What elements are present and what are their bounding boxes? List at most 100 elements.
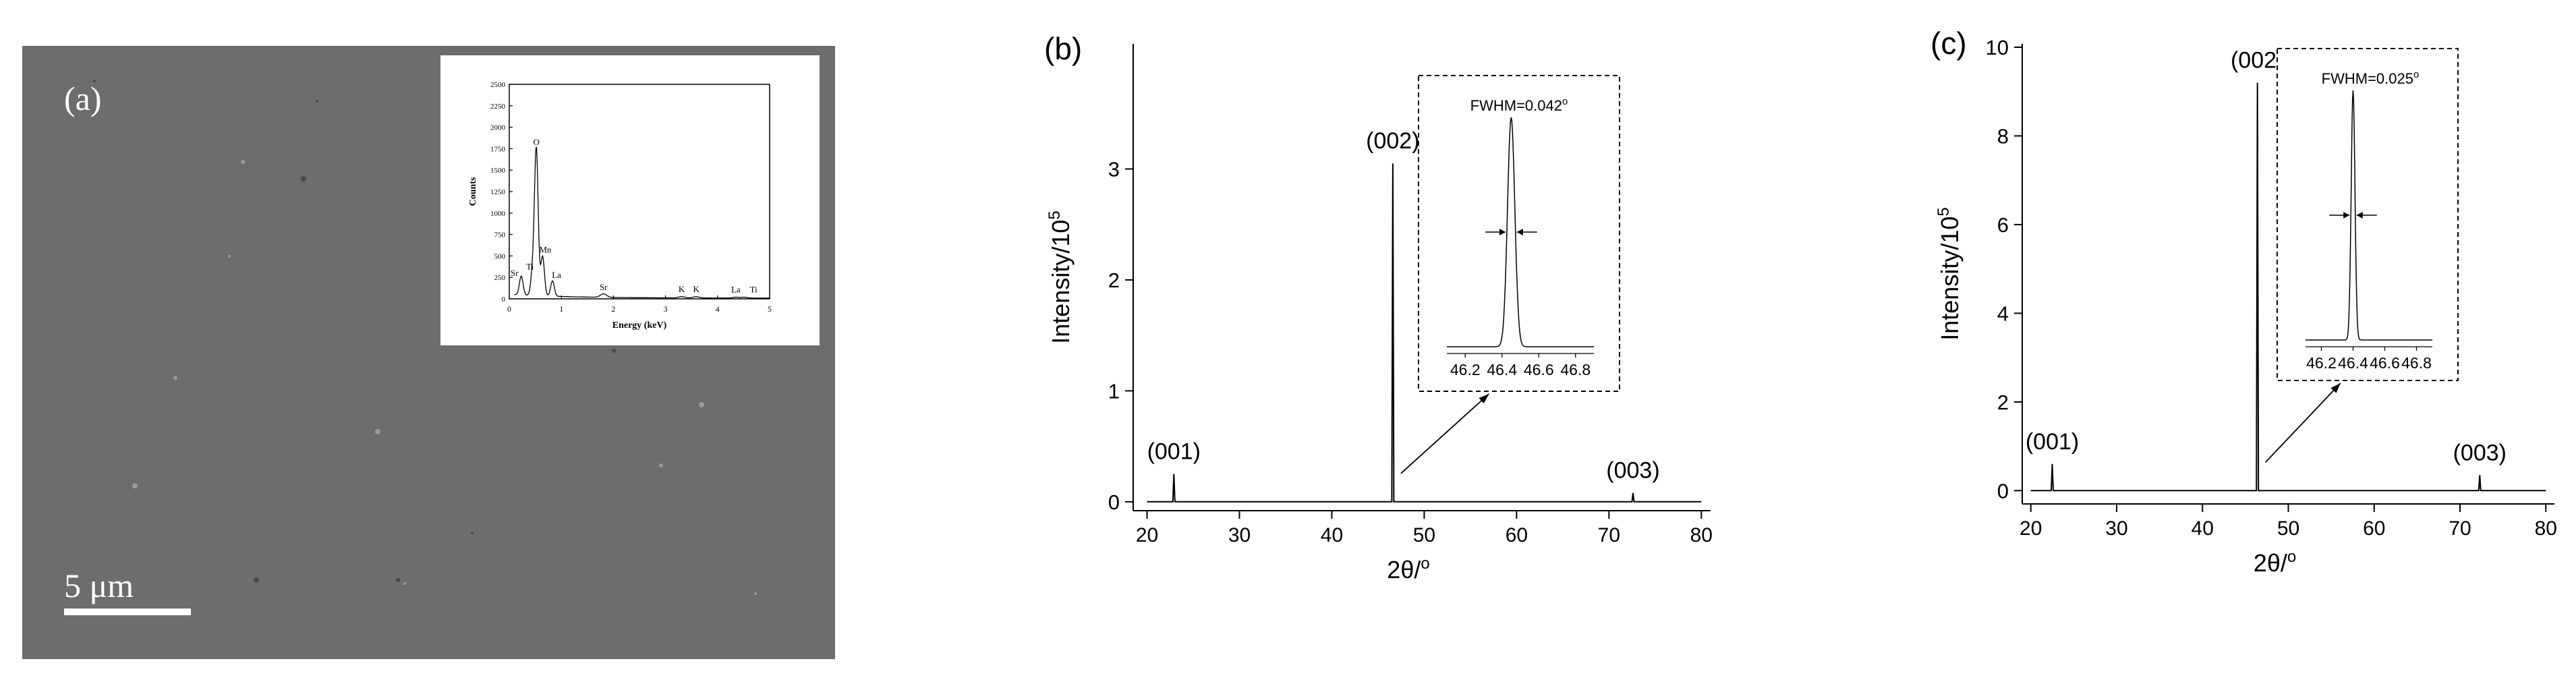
x-tick-label: 50: [1413, 524, 1435, 546]
x-axis-title: 2θ/o: [2254, 548, 2296, 577]
y-axis-title: Intensity/105: [1935, 207, 1964, 340]
y-tick-label: 0: [1997, 479, 2009, 503]
fwhm-arrow-right-head: [2356, 212, 2363, 219]
eds-peak-label: Ti: [750, 285, 757, 295]
y-tick-label: 6: [1997, 213, 2009, 237]
surface-particle: [228, 255, 231, 258]
surface-particle: [241, 160, 245, 164]
eds-y-tick-label: 2250: [490, 103, 506, 111]
surface-particle: [375, 429, 380, 434]
y-tick-label: 2: [1108, 268, 1120, 292]
eds-y-tick-label: 2500: [490, 81, 506, 89]
eds-y-tick-label: 1250: [490, 188, 506, 196]
inset-peak-line: [1447, 117, 1594, 347]
x-tick-label: 30: [2105, 517, 2127, 540]
eds-y-axis-title: Counts: [468, 177, 478, 206]
x-tick-label: 20: [2020, 517, 2042, 540]
eds-x-tick-label: 5: [768, 304, 772, 314]
y-axis-title: Intensity/105: [1046, 210, 1075, 343]
y-tick-label: 2: [1997, 391, 2009, 414]
panel-label: (b): [1044, 31, 1082, 66]
x-tick-label: 80: [2535, 517, 2557, 540]
eds-y-tick-label: 1000: [490, 210, 506, 218]
x-tick-label: 40: [1321, 524, 1343, 546]
inset-x-tick-label: 46.4: [2338, 354, 2368, 372]
y-tick-label: 3: [1108, 157, 1120, 181]
x-tick-label: 80: [1690, 524, 1713, 546]
eds-y-tick-label: 250: [494, 274, 506, 282]
eds-x-tick-label: 2: [611, 304, 615, 314]
x-axis-title: 2θ/o: [1387, 555, 1429, 584]
y-tick-label: 10: [1986, 36, 2009, 59]
eds-peak-label: Sr: [511, 268, 519, 278]
inset-x-tick-label: 46.2: [2306, 354, 2337, 372]
inset-x-tick-label: 46.6: [1524, 361, 1554, 378]
inset-x-tick-label: 46.8: [2401, 354, 2432, 372]
xrd-pattern-line: [1147, 163, 1702, 503]
x-tick-label: 60: [1506, 524, 1528, 546]
scale-bar-label: 5 μm: [64, 567, 134, 604]
surface-particle: [254, 577, 259, 583]
eds-peak-label: K: [693, 284, 699, 294]
inset-x-tick-label: 46.2: [1450, 361, 1481, 378]
eds-y-tick-label: 1500: [490, 167, 506, 175]
y-tick-label: 1: [1108, 379, 1120, 403]
eds-y-tick-label: 500: [494, 252, 506, 260]
inset-x-tick-label: 46.4: [1487, 361, 1517, 378]
x-tick-label: 50: [2277, 517, 2299, 540]
surface-particle: [659, 463, 663, 468]
eds-y-tick-label: 0: [502, 295, 506, 304]
surface-particle: [301, 176, 306, 181]
x-tick-label: 40: [2192, 517, 2214, 540]
surface-particle: [754, 592, 757, 595]
y-tick-label: 4: [1997, 302, 2009, 325]
x-tick-label: 30: [1228, 524, 1251, 546]
peak-label: (002): [2231, 48, 2284, 74]
x-tick-label: 20: [1136, 524, 1158, 546]
y-tick-label: 8: [1997, 124, 2009, 148]
fwhm-label: FWHM=0.042o: [1470, 96, 1568, 114]
inset-x-tick-label: 46.6: [2370, 354, 2400, 372]
peak-label: (001): [1147, 439, 1201, 465]
peak-label: (002): [1366, 128, 1419, 154]
xrd-pattern-line: [2030, 82, 2546, 492]
surface-particle: [699, 402, 704, 407]
eds-peak-label: K: [679, 284, 685, 294]
eds-inset-background: [440, 55, 820, 345]
zoom-pointer-arrow: [2265, 382, 2341, 463]
fwhm-arrow-left-head: [2343, 212, 2350, 219]
fwhm-label: FWHM=0.025o: [2322, 69, 2420, 87]
eds-inset: 0 1 2 3 4 5 0 250 500 750 1000 1250 1500 1750 2000 2250…: [440, 55, 820, 345]
eds-x-tick-label: 4: [716, 304, 720, 314]
eds-y-tick-label: 750: [494, 231, 506, 239]
inset-frame: [1418, 75, 1620, 392]
eds-spectrum-line: [514, 146, 770, 299]
peak-label: (003): [2453, 440, 2507, 465]
eds-x-tick-label: 1: [559, 304, 563, 314]
surface-particle: [471, 532, 474, 534]
eds-peak-label: O: [533, 137, 539, 147]
inset-frame: [2277, 48, 2459, 381]
fwhm-arrow-right-head: [1516, 229, 1523, 235]
x-tick-label: 70: [1598, 524, 1620, 546]
panel-label: (c): [1930, 26, 1967, 61]
eds-peak-label: Sr: [600, 282, 608, 292]
eds-x-tick-label: 3: [664, 304, 668, 314]
eds-peak-label: Mn: [539, 244, 552, 254]
x-tick-label: 70: [2449, 517, 2471, 540]
panel-label-a: (a): [64, 80, 102, 117]
fwhm-arrow-left-head: [1499, 229, 1506, 235]
surface-particle: [173, 376, 177, 380]
eds-x-tick-label: 0: [507, 304, 511, 314]
x-tick-label: 60: [2363, 517, 2385, 540]
zoom-pointer-arrowhead: [2330, 383, 2341, 393]
eds-peak-label: La: [731, 285, 741, 295]
panel-b: 20 30 40 50 60 70 80 0 1 2 3 2θ/o Intensity/105 (b) (0…: [1044, 31, 1713, 584]
inset-x-tick-label: 46.8: [1560, 361, 1591, 378]
eds-y-tick-label: 1750: [490, 145, 506, 153]
surface-particle: [93, 80, 96, 82]
zoom-pointer-arrowhead: [1479, 394, 1489, 404]
panel-c: 20 30 40 50 60 70 80 0 2 4 6 8 10 2θ/o Intensity/105 (c…: [1930, 26, 2557, 577]
peak-label: (003): [1606, 458, 1659, 484]
